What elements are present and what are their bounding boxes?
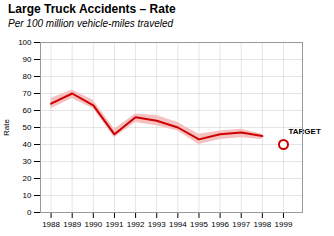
- svg-text:1997: 1997: [232, 220, 250, 229]
- svg-text:Rate: Rate: [2, 119, 11, 136]
- svg-text:50: 50: [23, 123, 32, 132]
- svg-text:1992: 1992: [127, 220, 145, 229]
- svg-text:80: 80: [23, 72, 32, 81]
- svg-text:20: 20: [23, 174, 32, 183]
- svg-text:1996: 1996: [211, 220, 229, 229]
- svg-text:TARGET: TARGET: [288, 127, 320, 136]
- svg-text:60: 60: [23, 106, 32, 115]
- html-text:Large Truck Accidents – Rate: Large Truck Accidents – Rate: [8, 2, 176, 16]
- svg-text:10: 10: [23, 191, 32, 200]
- svg-text:40: 40: [23, 140, 32, 149]
- svg-text:1998: 1998: [253, 220, 271, 229]
- svg-text:1991: 1991: [106, 220, 124, 229]
- svg-text:100: 100: [18, 38, 32, 47]
- svg-text:70: 70: [23, 89, 32, 98]
- svg-text:0: 0: [27, 208, 32, 217]
- svg-text:1993: 1993: [148, 220, 166, 229]
- svg-text:1995: 1995: [190, 220, 208, 229]
- svg-text:30: 30: [23, 157, 32, 166]
- svg-text:1989: 1989: [63, 220, 81, 229]
- svg-text:1994: 1994: [169, 220, 187, 229]
- svg-text:1990: 1990: [84, 220, 102, 229]
- html-text:Per 100 million vehicle-miles: Per 100 million vehicle-miles traveled: [8, 18, 174, 29]
- svg-text:1999: 1999: [275, 220, 293, 229]
- svg-text:90: 90: [23, 55, 32, 64]
- svg-text:1988: 1988: [42, 220, 60, 229]
